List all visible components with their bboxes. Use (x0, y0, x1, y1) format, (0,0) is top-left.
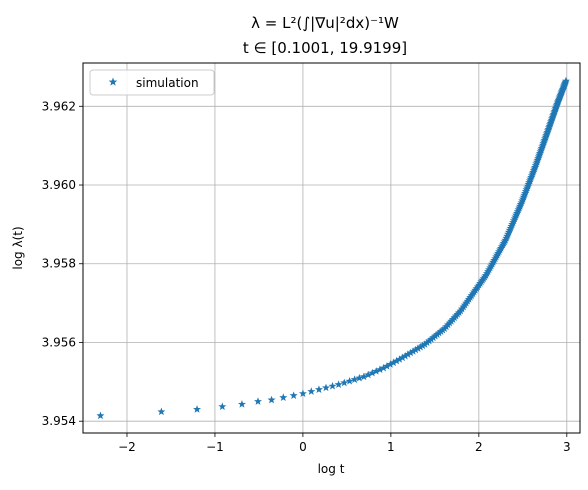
legend-star-mark (108, 77, 118, 86)
data-point-star (96, 411, 105, 420)
data-point-star (334, 380, 343, 388)
y-tick-label: 3.960 (42, 178, 76, 192)
data-point-star (289, 391, 298, 400)
data-point-star (398, 353, 407, 362)
data-point-star (364, 370, 373, 379)
data-point-star (237, 400, 246, 408)
data-point-star (389, 358, 398, 367)
data-point-star (429, 333, 438, 342)
data-point-star (350, 375, 359, 383)
y-tick-label: 3.958 (42, 257, 76, 271)
data-point-star (403, 350, 412, 358)
data-point-star (298, 389, 307, 398)
data-points (96, 76, 570, 420)
x-axis-label: log t (318, 462, 345, 476)
data-point-star (561, 76, 570, 85)
data-point-star (254, 397, 262, 405)
data-point-star (218, 402, 227, 411)
data-point-star (414, 344, 422, 352)
x-tick-label: 1 (387, 440, 395, 454)
plot-area-frame (82, 62, 581, 434)
data-point-star (392, 356, 401, 365)
legend-marker-star-icon (108, 77, 118, 86)
legend-entry-label: simulation (136, 76, 199, 90)
data-point-star (418, 341, 427, 350)
data-point-star (372, 367, 381, 375)
data-point-star (368, 368, 377, 377)
data-point-star (406, 348, 415, 357)
y-axis-label: log λ(t) (11, 226, 25, 269)
data-point-star (267, 395, 276, 404)
y-tick-label: 3.954 (42, 414, 76, 428)
chart-title-line2: t ∈ [0.1001, 19.9199] (243, 39, 407, 57)
y-tick-label: 3.962 (42, 99, 76, 113)
legend: simulation (89, 69, 215, 96)
data-point-star (340, 378, 349, 387)
data-point-star (425, 336, 434, 345)
data-point-star (411, 345, 420, 354)
data-point-star (157, 407, 166, 416)
data-point-star (386, 360, 395, 368)
x-tick-label: 3 (563, 440, 571, 454)
data-point-star (355, 373, 364, 382)
data-point-star (423, 338, 432, 347)
data-point-star (314, 385, 323, 393)
data-point-star (322, 383, 330, 392)
data-point-star (409, 347, 418, 355)
data-point-star (416, 342, 425, 351)
legend-box (89, 69, 215, 96)
data-point-star (379, 363, 388, 372)
data-point-star (279, 393, 288, 401)
data-point-star (307, 387, 316, 395)
data-point-star (382, 361, 391, 370)
data-point-star (328, 381, 337, 390)
data-point-star (401, 351, 410, 360)
data-point-star (435, 328, 444, 337)
axis-ticks: −2 −1 0 1 2 3 3.954 3.956 3.958 3.960 3.962 (42, 99, 571, 454)
data-point-star (395, 355, 404, 363)
y-tick-label: 3.956 (42, 335, 76, 349)
data-point-star (420, 340, 429, 348)
grid-lines (83, 63, 580, 433)
data-point-star (359, 372, 368, 381)
data-point-star (375, 365, 384, 374)
data-point-star (427, 335, 436, 343)
x-tick-label: −1 (206, 440, 224, 454)
x-tick-label: −2 (118, 440, 136, 454)
data-point-star (433, 330, 442, 338)
data-point-star (345, 376, 354, 385)
x-tick-label: 0 (299, 440, 307, 454)
chart-title-line1: λ = L²(∫|∇u|²dx)⁻¹W (251, 14, 399, 32)
data-point-star (193, 405, 202, 413)
x-tick-label: 2 (475, 440, 483, 454)
data-point-star (431, 331, 440, 340)
